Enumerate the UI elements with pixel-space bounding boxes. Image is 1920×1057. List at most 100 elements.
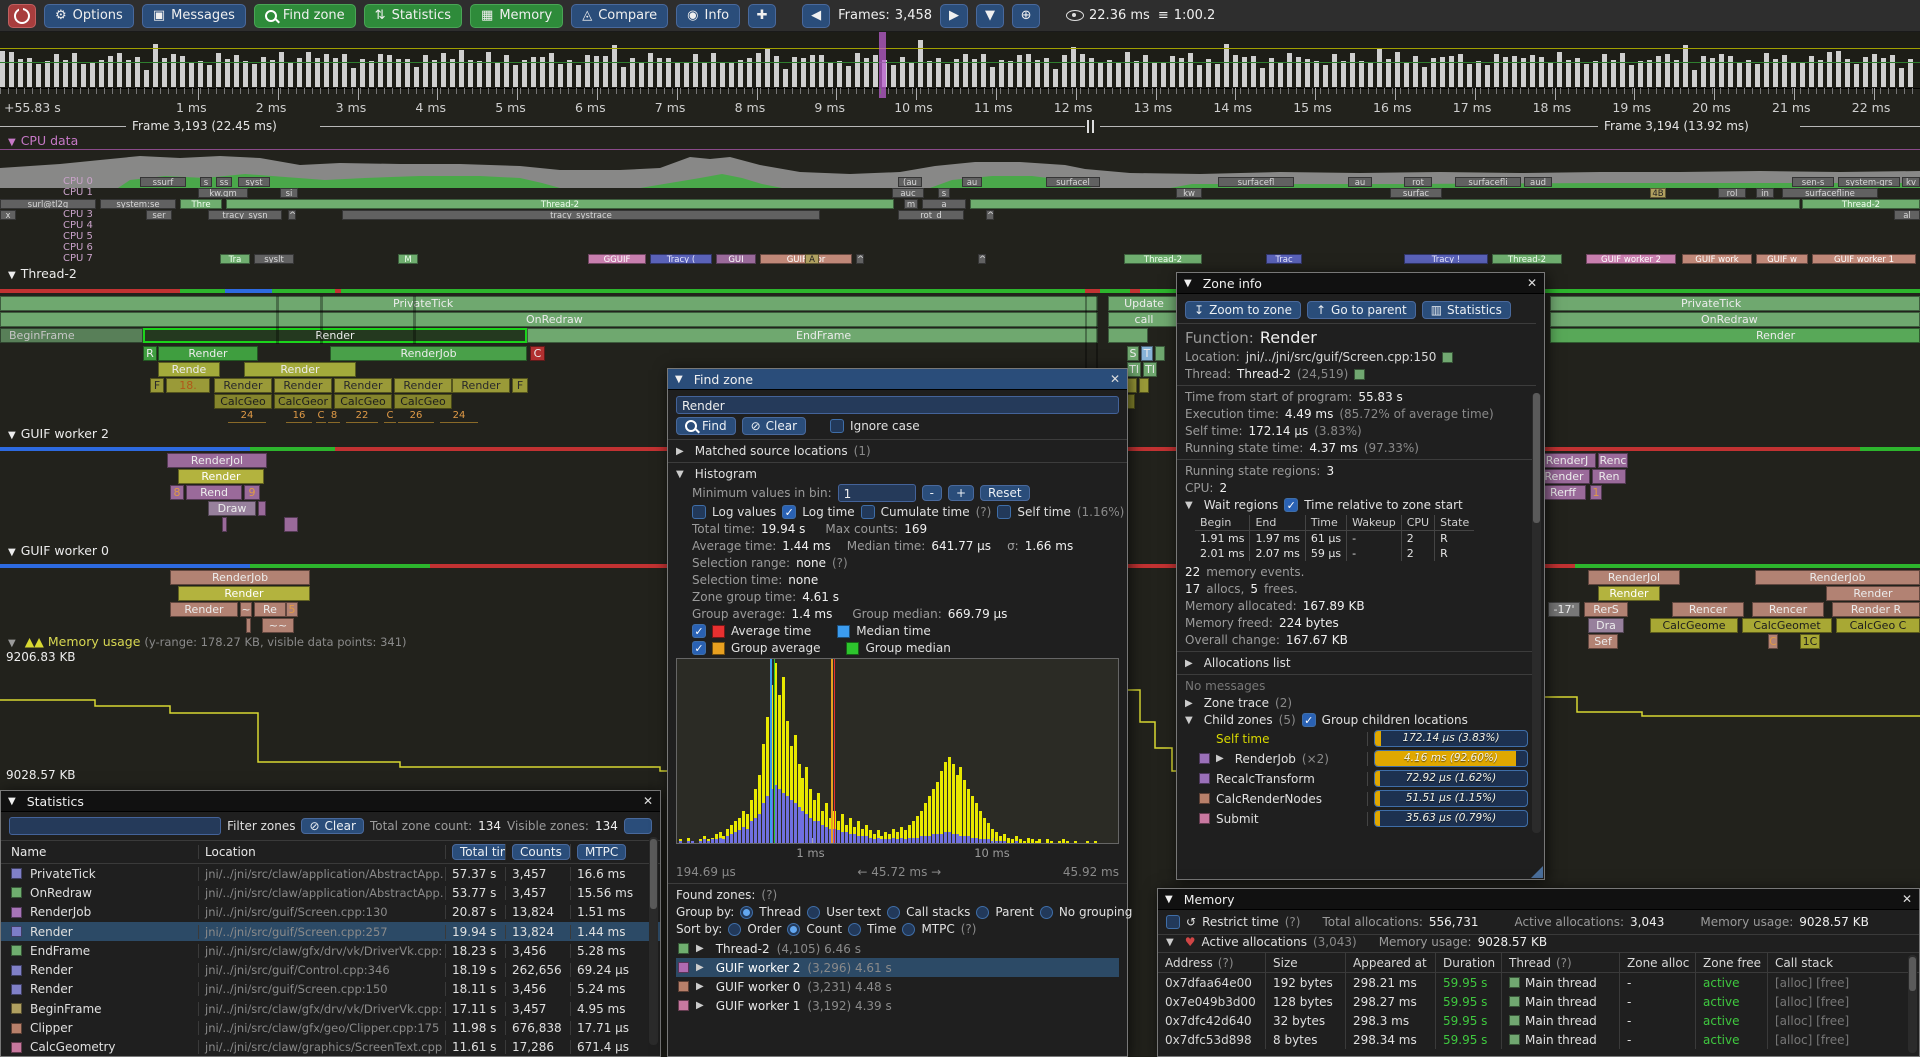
timeline-zone[interactable]: Render R <box>1832 602 1920 617</box>
histogram-plot[interactable] <box>676 658 1119 844</box>
cpu-zone-chip[interactable]: GUI <box>716 254 756 264</box>
child-zone-row[interactable]: ▶ RenderJob (×2) 4.16 ms (92.60%) <box>1199 750 1528 767</box>
allocation-row[interactable]: 0x7dfc42d640 32 bytes 298.3 ms 59.95 s Main … <box>1158 1011 1919 1030</box>
cpu-data-header[interactable]: ▼ CPU data <box>8 133 78 148</box>
timeline-zone[interactable]: Render <box>1598 586 1660 601</box>
clipped-button[interactable] <box>623 818 652 834</box>
timeline-zone[interactable] <box>258 501 266 516</box>
cpu-zone-chip[interactable]: A <box>805 254 819 264</box>
table-row[interactable]: CalcGeometry jni/../jni/src/claw/graphics… <box>1 1038 660 1057</box>
timeline-zone[interactable]: Update <box>1108 296 1180 311</box>
cpu-zone-chip[interactable]: Thread-2 <box>1492 254 1562 264</box>
expand-triangle-icon[interactable]: ▶ <box>1216 753 1224 764</box>
cpu-zone-chip[interactable]: s <box>200 177 212 187</box>
timeline-zone[interactable]: R <box>143 346 157 361</box>
log-values-checkbox[interactable] <box>692 505 706 519</box>
cpu-zone-chip[interactable]: x <box>0 210 16 220</box>
timeline-zone[interactable]: Rend <box>186 485 242 500</box>
cpu-zone-chip[interactable]: sen-s <box>1792 177 1834 187</box>
cpu-zone-chip[interactable]: GUIF w <box>1756 254 1808 264</box>
close-icon[interactable]: ✕ <box>1109 372 1120 386</box>
power-button[interactable] <box>8 3 36 28</box>
collapsed-zone-count[interactable]: 26 <box>398 410 434 423</box>
cpu-zone-chip[interactable]: GGUIF <box>588 254 646 264</box>
collapse-triangle-icon[interactable]: ▼ <box>1166 936 1174 948</box>
cpu-zone-chip[interactable]: ser <box>146 210 172 220</box>
cpu-zone-chip[interactable]: Thread-2 <box>226 199 894 209</box>
allocation-row[interactable]: 0x7dfc53d898 8 bytes 298.34 ms 59.95 s Main … <box>1158 1030 1919 1049</box>
sort-by-radio-mtpc[interactable] <box>902 922 916 936</box>
memory-column[interactable]: Zone alloc <box>1620 953 1696 972</box>
tools-button[interactable]: ✚ <box>748 3 777 28</box>
column-name[interactable]: Name <box>1 845 199 859</box>
timeline-zone[interactable]: 5 <box>286 602 298 617</box>
timeline-zone[interactable]: Render <box>178 469 264 484</box>
memory-column[interactable]: Appeared at <box>1346 953 1436 972</box>
log-time-checkbox[interactable]: ✓ <box>782 505 797 519</box>
column-counts[interactable]: Counts <box>512 844 570 860</box>
timeline-zone[interactable]: Render <box>1550 328 1920 343</box>
timeline-zone[interactable]: Render <box>394 378 452 393</box>
cpu-zone-chip[interactable]: s <box>938 188 950 198</box>
timeline-zone[interactable]: Render <box>158 346 258 361</box>
table-row[interactable]: EndFrame jni/../jni/src/claw/gfx/drv/vk/D… <box>1 941 660 960</box>
cpu-zone-chip[interactable]: au <box>1348 177 1372 187</box>
timeline-zone[interactable]: S <box>1127 346 1139 361</box>
timeline-zone[interactable]: ~~ <box>262 618 294 633</box>
timeline-zone[interactable]: PrivateTick <box>1550 296 1920 311</box>
memory-scrollbar[interactable] <box>1908 955 1917 1053</box>
find-button[interactable]: Find <box>676 417 736 435</box>
cpu-zone-chip[interactable]: rot_d <box>898 210 964 220</box>
collapsed-zone-count[interactable]: C <box>384 410 396 423</box>
zone-info-scrollbar[interactable] <box>1532 393 1541 833</box>
timeline-zone[interactable]: CalcGeo C <box>1836 618 1920 633</box>
clear-button[interactable]: ⊘ Clear <box>741 417 807 435</box>
timeline-zone[interactable]: Render <box>178 586 310 601</box>
timeline-zone[interactable]: Dra <box>1588 618 1624 633</box>
timeline-zone[interactable]: CalcGeor <box>274 394 332 409</box>
timeline-zone[interactable]: RenderJol <box>1588 570 1680 585</box>
collapsed-zone-count[interactable]: 24 <box>228 410 266 423</box>
timeline-zone[interactable]: Rerff <box>1540 485 1586 500</box>
cpu-zone-chip[interactable]: tracy_systrace <box>342 210 820 220</box>
child-zone-row[interactable]: Submit 35.63 µs (0.79%) <box>1199 810 1528 827</box>
timeline-zone[interactable]: Render <box>214 378 272 393</box>
collapsed-zone-count[interactable]: 24 <box>440 410 478 423</box>
memory-usage-header[interactable]: ▼ ▲▲ Memory usage (y-range: 178.27 KB, v… <box>8 634 407 649</box>
statistics-button[interactable]: ⇅ Statistics <box>363 3 463 28</box>
child-zone-row[interactable]: CalcRenderNodes 51.51 µs (1.15%) <box>1199 790 1528 807</box>
info-button[interactable]: ◉ Info <box>676 3 741 28</box>
cpu-zone-chip[interactable]: si <box>280 188 298 198</box>
cpu-zone-chip[interactable]: surfac <box>1390 188 1442 198</box>
group-by-radio-user-text[interactable] <box>807 905 821 919</box>
memory-column[interactable]: Zone free <box>1696 953 1768 972</box>
timeline-zone[interactable] <box>1139 378 1149 393</box>
timeline-zone[interactable] <box>222 517 227 532</box>
cpu-zone-chip[interactable]: system-grs <box>1838 177 1900 187</box>
cpu-zone-chip[interactable]: ^ <box>288 210 296 220</box>
frame-label[interactable]: Frame 3,193 (22.45 ms) <box>128 119 281 133</box>
child-zone-row[interactable]: Self time 172.14 µs (3.83%) <box>1199 730 1528 747</box>
collapsed-zone-count[interactable]: C <box>316 410 326 423</box>
cpu-zone-chip[interactable]: au <box>962 177 982 187</box>
timeline-zone[interactable]: Render <box>452 378 510 393</box>
cpu-zone-chip[interactable]: ^ <box>978 254 986 264</box>
expand-triangle-icon[interactable]: ▶ <box>696 962 704 973</box>
table-row[interactable]: PrivateTick jni/../jni/src/claw/applicati… <box>1 864 660 883</box>
memory-column[interactable]: Size <box>1266 953 1346 972</box>
cpu-zone-chip[interactable]: GUIF worker 2 <box>1586 254 1676 264</box>
cpu-zone-chip[interactable] <box>970 199 1800 209</box>
timeline-zone[interactable]: Render <box>334 378 392 393</box>
column-mtpc[interactable]: MTPC <box>577 844 627 860</box>
timeline-zone[interactable]: OnRedraw <box>0 312 1098 327</box>
timeline-zone[interactable]: CalcGeo <box>334 394 392 409</box>
memory-column[interactable]: Address (?) <box>1158 953 1266 972</box>
legend-checkbox[interactable]: ✓ <box>692 624 706 638</box>
min-bin-input[interactable]: 1 <box>837 484 916 502</box>
memory-column[interactable]: Thread (?) <box>1502 953 1620 972</box>
timeline-zone[interactable]: BeginFrame <box>0 328 143 343</box>
timeline-zone[interactable]: RenderJol <box>167 453 267 468</box>
timeline-zone[interactable]: F <box>150 378 164 393</box>
timeline-zone[interactable]: C <box>530 346 545 361</box>
cpu-zone-chip[interactable]: ss <box>216 177 232 187</box>
